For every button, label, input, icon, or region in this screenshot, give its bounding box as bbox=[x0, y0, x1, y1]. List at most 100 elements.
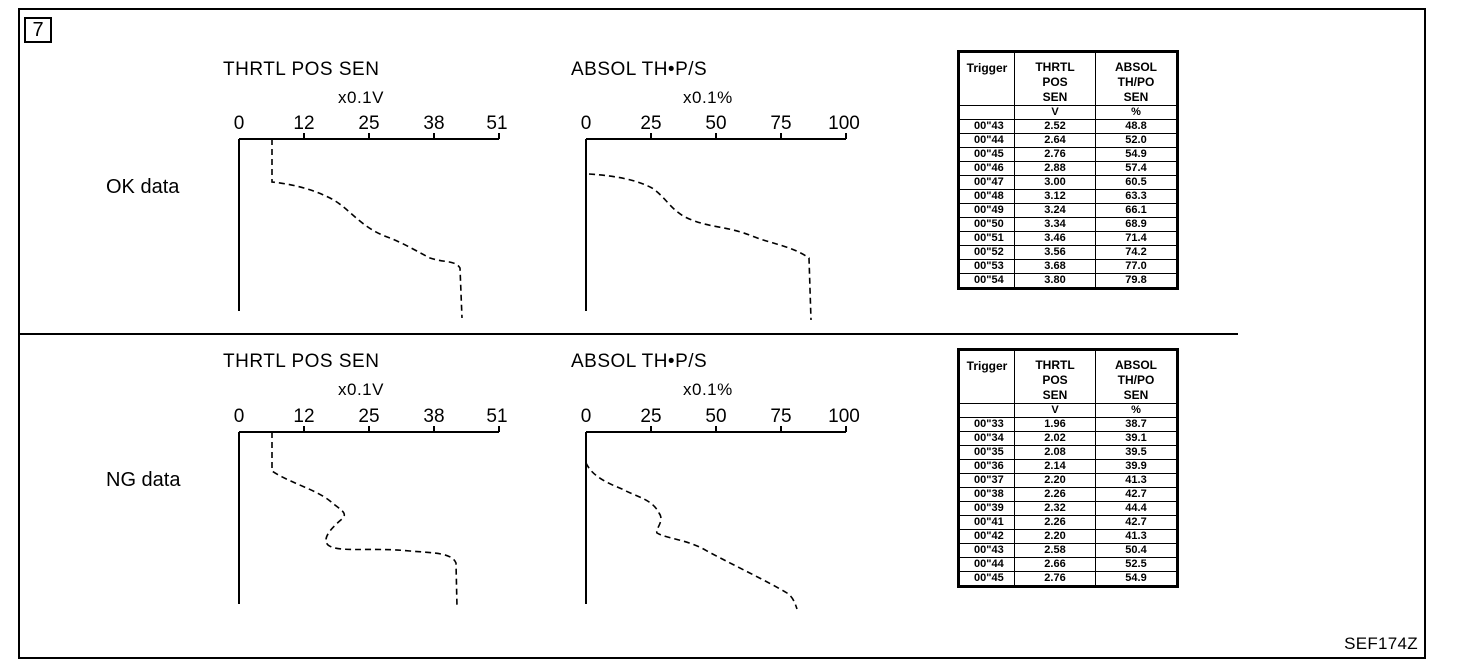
ng-tps-tick: 51 bbox=[486, 406, 508, 427]
ok-abs-trace bbox=[588, 173, 812, 321]
tps-cell: 3.34 bbox=[1014, 217, 1096, 232]
trigger-cell: 00"35 bbox=[958, 445, 1015, 460]
abs-cell: 39.5 bbox=[1095, 445, 1178, 460]
trigger-cell: 00"36 bbox=[958, 459, 1015, 474]
trigger-cell: 00"44 bbox=[958, 133, 1015, 148]
table-row: 00"48 3.12 63.3 bbox=[958, 189, 1178, 204]
tps-cell: 2.66 bbox=[1014, 557, 1096, 572]
abs-cell: 79.8 bbox=[1095, 273, 1178, 289]
table-row: 00"43 2.58 50.4 bbox=[958, 543, 1178, 558]
abs-cell: 74.2 bbox=[1095, 245, 1178, 260]
abs-cell: 66.1 bbox=[1095, 203, 1178, 218]
table-header-trigger: Trigger bbox=[958, 349, 1015, 404]
ok-data-table: Trigger THRTL POS SEN ABSOL TH/PO SEN V … bbox=[957, 50, 1179, 290]
table-row: 00"47 3.00 60.5 bbox=[958, 175, 1178, 190]
trigger-cell: 00"37 bbox=[958, 473, 1015, 488]
trigger-cell: 00"52 bbox=[958, 245, 1015, 260]
ok-abs-title: ABSOL TH•P/S bbox=[571, 59, 708, 80]
ng-data-table: Trigger THRTL POS SEN ABSOL TH/PO SEN V … bbox=[957, 348, 1179, 588]
tps-cell: 3.00 bbox=[1014, 175, 1096, 190]
table-row: 00"44 2.66 52.5 bbox=[958, 557, 1178, 572]
tps-cell: 2.02 bbox=[1014, 431, 1096, 446]
table-row: 00"36 2.14 39.9 bbox=[958, 459, 1178, 474]
ok-tps-plot bbox=[238, 133, 500, 319]
table-header-tps: THRTL POS SEN bbox=[1014, 349, 1096, 404]
ng-abs-unit: x0.1% bbox=[683, 380, 733, 399]
abs-cell: 52.0 bbox=[1095, 133, 1178, 148]
tps-cell: 3.24 bbox=[1014, 203, 1096, 218]
trigger-cell: 00"51 bbox=[958, 231, 1015, 246]
table-row: 00"42 2.20 41.3 bbox=[958, 529, 1178, 544]
ok-abs-plot bbox=[585, 133, 847, 321]
trigger-cell: 00"45 bbox=[958, 571, 1015, 587]
ok-tps-tick: 25 bbox=[358, 113, 380, 134]
figure-frame bbox=[18, 8, 1426, 659]
ng-abs-tick: 25 bbox=[640, 406, 662, 427]
abs-cell: 68.9 bbox=[1095, 217, 1178, 232]
table-row: 00"38 2.26 42.7 bbox=[958, 487, 1178, 502]
tps-cell: 2.26 bbox=[1014, 487, 1096, 502]
ok-abs-tick: 25 bbox=[640, 113, 662, 134]
ok-tps-tick: 0 bbox=[233, 113, 245, 134]
ok-tps-tick: 51 bbox=[486, 113, 508, 134]
table-header-tps: THRTL POS SEN bbox=[1014, 51, 1096, 106]
tps-cell: 2.58 bbox=[1014, 543, 1096, 558]
abs-cell: 50.4 bbox=[1095, 543, 1178, 558]
table-row: 00"53 3.68 77.0 bbox=[958, 259, 1178, 274]
tps-cell: 1.96 bbox=[1014, 417, 1096, 432]
tps-cell: 3.12 bbox=[1014, 189, 1096, 204]
table-row: 00"41 2.26 42.7 bbox=[958, 515, 1178, 530]
ng-tps-tick: 25 bbox=[358, 406, 380, 427]
table-row: 00"43 2.52 48.8 bbox=[958, 119, 1178, 134]
abs-cell: 48.8 bbox=[1095, 119, 1178, 134]
trigger-cell: 00"41 bbox=[958, 515, 1015, 530]
ok-abs-tick: 50 bbox=[705, 113, 727, 134]
table-unit-v: V bbox=[1014, 105, 1096, 120]
table-unit-pct: % bbox=[1095, 105, 1178, 120]
tps-cell: 2.52 bbox=[1014, 119, 1096, 134]
ok-abs-tick: 100 bbox=[828, 113, 860, 134]
table-row: 00"54 3.80 79.8 bbox=[958, 273, 1178, 289]
table-row: 00"35 2.08 39.5 bbox=[958, 445, 1178, 460]
table-row: 00"49 3.24 66.1 bbox=[958, 203, 1178, 218]
abs-cell: 71.4 bbox=[1095, 231, 1178, 246]
trigger-cell: 00"39 bbox=[958, 501, 1015, 516]
table-row: 00"39 2.32 44.4 bbox=[958, 501, 1178, 516]
ok-tps-tick: 38 bbox=[423, 113, 445, 134]
figure-code: SEF174Z bbox=[1344, 634, 1418, 653]
abs-cell: 54.9 bbox=[1095, 147, 1178, 162]
ok-abs-tick: 75 bbox=[770, 113, 792, 134]
table-unit-pct: % bbox=[1095, 403, 1178, 418]
abs-cell: 39.1 bbox=[1095, 431, 1178, 446]
table-unit-blank bbox=[958, 403, 1015, 418]
trigger-cell: 00"50 bbox=[958, 217, 1015, 232]
trigger-cell: 00"54 bbox=[958, 273, 1015, 289]
ng-abs-title: ABSOL TH•P/S bbox=[571, 351, 708, 372]
abs-cell: 57.4 bbox=[1095, 161, 1178, 176]
ng-abs-tick: 50 bbox=[705, 406, 727, 427]
ng-abs-trace bbox=[585, 462, 798, 610]
trigger-cell: 00"47 bbox=[958, 175, 1015, 190]
ng-tps-tick: 38 bbox=[423, 406, 445, 427]
table-row: 00"34 2.02 39.1 bbox=[958, 431, 1178, 446]
table-row: 00"45 2.76 54.9 bbox=[958, 571, 1178, 587]
abs-cell: 63.3 bbox=[1095, 189, 1178, 204]
trigger-cell: 00"42 bbox=[958, 529, 1015, 544]
ng-tps-tick: 0 bbox=[233, 406, 245, 427]
trigger-cell: 00"34 bbox=[958, 431, 1015, 446]
ng-tps-tick: 12 bbox=[293, 406, 315, 427]
tps-cell: 2.88 bbox=[1014, 161, 1096, 176]
abs-cell: 41.3 bbox=[1095, 473, 1178, 488]
trigger-cell: 00"48 bbox=[958, 189, 1015, 204]
ng-tps-unit: x0.1V bbox=[338, 380, 384, 399]
tps-cell: 2.32 bbox=[1014, 501, 1096, 516]
tps-cell: 2.76 bbox=[1014, 147, 1096, 162]
ok-tps-trace bbox=[271, 139, 463, 319]
tps-cell: 2.64 bbox=[1014, 133, 1096, 148]
trigger-cell: 00"44 bbox=[958, 557, 1015, 572]
tps-cell: 2.76 bbox=[1014, 571, 1096, 587]
tps-cell: 3.56 bbox=[1014, 245, 1096, 260]
tps-cell: 2.20 bbox=[1014, 473, 1096, 488]
ng-tps-trace bbox=[271, 432, 458, 608]
ng-tps-title: THRTL POS SEN bbox=[223, 351, 380, 372]
